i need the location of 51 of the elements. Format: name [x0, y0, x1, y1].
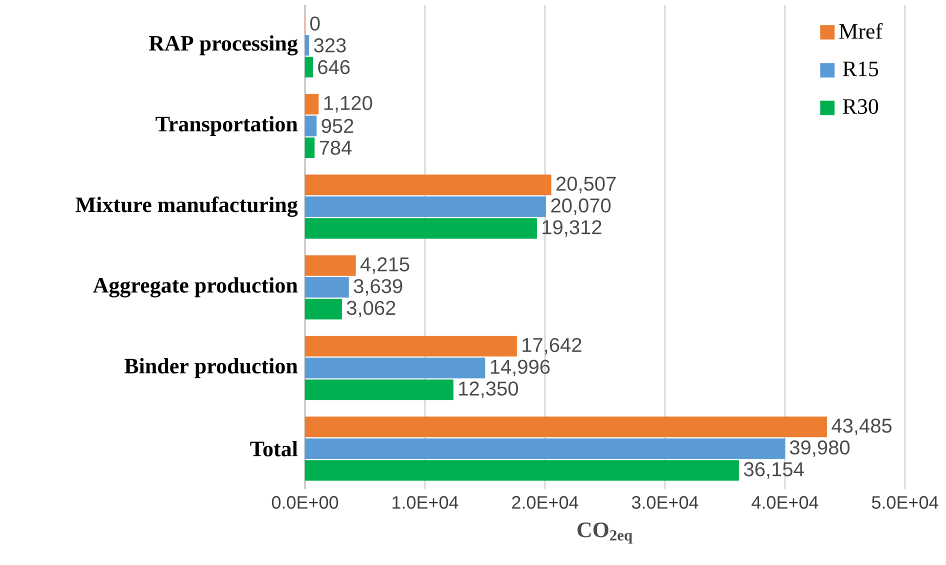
bar: [304, 336, 517, 356]
bar: [304, 277, 349, 298]
bar: [304, 94, 319, 114]
data-label: 39,980: [790, 440, 850, 457]
data-label: 3,639: [354, 279, 402, 296]
x-tick-label: 5.0E+04: [872, 496, 938, 509]
bar: [304, 379, 454, 400]
bar: [304, 218, 537, 239]
bar: [304, 298, 342, 320]
data-label: 43,485: [832, 418, 892, 436]
bar: [304, 460, 740, 481]
y-tick-label: Binder production: [124, 358, 298, 378]
data-label: 1,120: [324, 96, 372, 112]
y-tick-label: Aggregate production: [93, 277, 298, 298]
data-label: 36,154: [744, 462, 804, 479]
legend-label: R15: [842, 62, 878, 76]
bar: [304, 255, 356, 276]
bar: [304, 56, 313, 78]
legend-label: Mref: [839, 23, 883, 39]
x-tick-label: 2.0E+04: [512, 496, 578, 509]
data-label: 20,507: [556, 176, 616, 194]
bar: [304, 438, 785, 459]
data-label: 3,062: [346, 300, 396, 318]
data-label: 4,215: [360, 257, 410, 274]
bar: [304, 416, 828, 438]
y-tick-label: RAP processing: [149, 35, 298, 56]
data-label: 646: [318, 60, 350, 74]
bar: [304, 174, 552, 196]
data-label: 952: [322, 118, 354, 134]
legend-label: R30: [842, 99, 878, 114]
x-tick-label: 3.0E+04: [632, 496, 698, 509]
y-tick-label: Mixture manufacturing: [76, 196, 298, 217]
bar: [304, 35, 310, 56]
data-label: 0: [310, 16, 320, 31]
bar: [304, 358, 486, 378]
data-label: 323: [314, 38, 346, 52]
x-tick-label: 4.0E+04: [752, 496, 818, 509]
data-label: 12,350: [459, 382, 518, 398]
data-label: 17,642: [522, 338, 582, 354]
data-label: 784: [320, 140, 352, 155]
x-tick-label: 0.0E+00: [272, 496, 338, 509]
data-label: 20,070: [551, 198, 611, 215]
x-axis-title: CO$_{2eq}$: [578, 522, 632, 544]
bar: [304, 196, 546, 217]
bar: [304, 138, 315, 158]
y-tick-label: Total: [250, 440, 298, 456]
data-label: 14,996: [490, 360, 550, 376]
data-label: 19,312: [542, 220, 602, 237]
bar: [304, 116, 317, 136]
y-tick-label: Transportation: [156, 116, 298, 136]
x-tick-label: 1.0E+04: [392, 496, 458, 509]
